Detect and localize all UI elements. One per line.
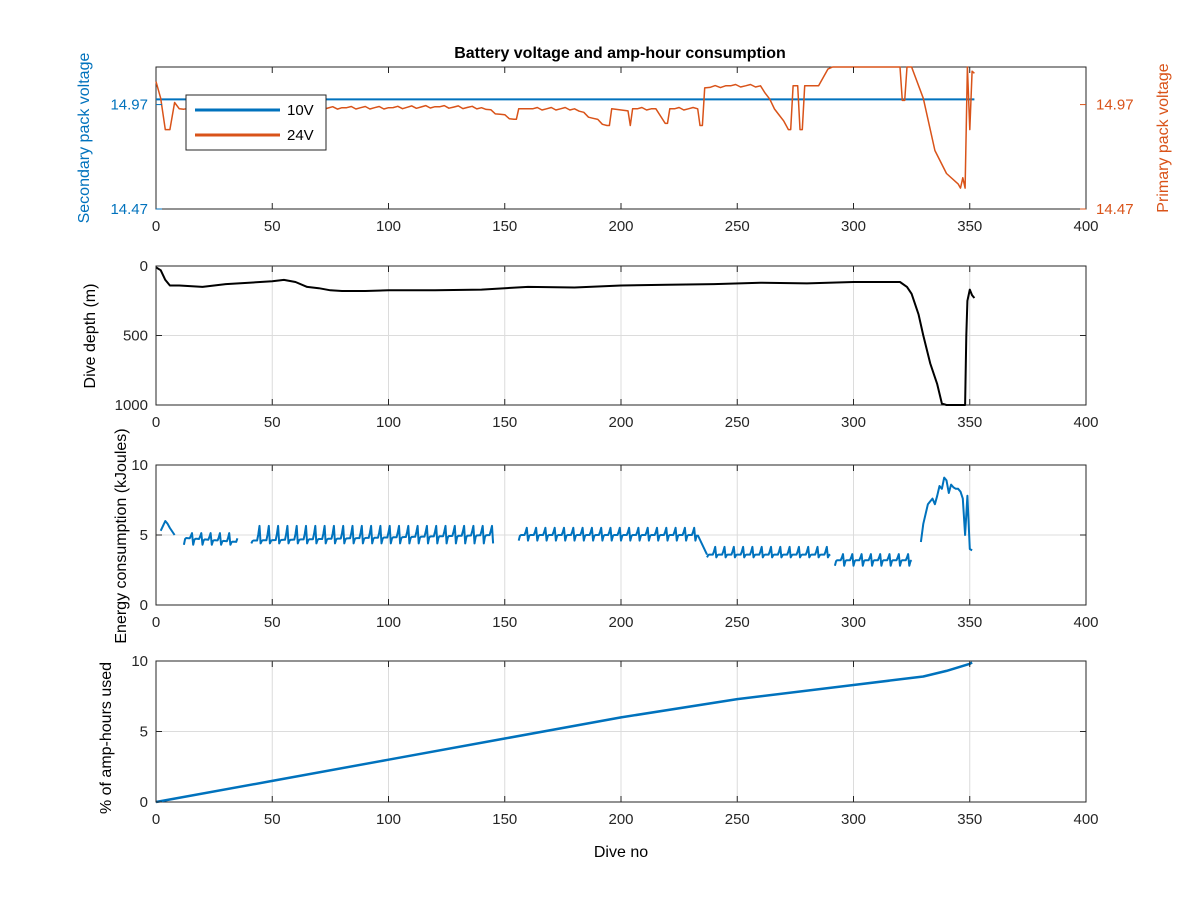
x-tick-label: 200 [608,614,633,631]
y-tick-label: 14.47 [1096,201,1134,218]
chart-title: Battery voltage and amp-hour consumption [454,45,786,62]
x-tick-label: 100 [376,614,401,631]
x-tick-label: 150 [492,811,517,828]
plot-amphours: 0 50 100 150 200 250 300 350 400 0 5 10 % of amp-h… [98,653,1099,861]
y-tick-label: 500 [123,328,148,345]
x-tick-label: 200 [608,218,633,235]
x-tick-label: 50 [264,218,281,235]
x-tick-label: 0 [152,218,160,235]
x-tick-label: 250 [725,218,750,235]
y-tick-label: 10 [131,653,148,670]
x-tick-label: 400 [1073,414,1098,431]
plot-energy: 0 50 100 150 200 250 300 350 400 0 5 10 Energy con… [113,428,1099,643]
ylabel-depth: Dive depth (m) [82,284,99,389]
x-tick-label: 300 [841,811,866,828]
plot-depth-grid [156,266,1086,405]
plot-amphours-yticks: 0 5 10 [131,653,1086,811]
x-tick-label: 250 [725,414,750,431]
legend: 10V 24V [185,94,327,151]
y-tick-label: 14.97 [1096,97,1134,114]
x-tick-label: 150 [492,218,517,235]
x-tick-label: 300 [841,414,866,431]
ylabel-amphours: % of amp-hours used [98,662,115,814]
x-tick-label: 150 [492,614,517,631]
x-tick-label: 350 [957,614,982,631]
x-tick-label: 250 [725,614,750,631]
legend-label-24v: 24V [287,127,314,144]
plot-depth-yticks: 0 500 1000 [115,258,1086,414]
legend-box [185,94,327,151]
x-tick-label: 50 [264,811,281,828]
x-tick-label: 300 [841,614,866,631]
series-segment-energy [159,520,176,536]
series-segment-energy [517,526,699,542]
ylabel-secondary-voltage: Secondary pack voltage [76,53,93,224]
series-line-amphours [155,661,973,804]
y-tick-label: 0 [140,794,148,811]
series-segment-energy [250,524,495,545]
x-tick-label: 300 [841,218,866,235]
y-tick-label: 5 [140,527,148,544]
x-tick-label: 100 [376,414,401,431]
series-segment-energy [696,534,708,556]
xlabel-dive-no: Dive no [594,844,648,861]
series-segment-energy [182,532,239,546]
y-tick-label: 14.47 [110,201,148,218]
plot-amphours-xticks: 0 50 100 150 200 250 300 350 400 [152,661,1099,828]
x-tick-label: 350 [957,414,982,431]
series-segment-energy [919,476,973,552]
x-tick-label: 50 [264,614,281,631]
series-segment-energy [706,545,831,559]
x-tick-label: 0 [152,614,160,631]
x-tick-label: 350 [957,811,982,828]
x-tick-label: 50 [264,414,281,431]
plot-amphours-series [155,661,973,804]
plot-energy-series [159,476,973,567]
x-tick-label: 200 [608,811,633,828]
series-line-depth [155,266,976,406]
x-tick-label: 400 [1073,614,1098,631]
plot-depth: 0 50 100 150 200 250 300 350 400 0 500 1000 Dive d… [82,258,1099,431]
x-tick-label: 250 [725,811,750,828]
legend-label-10v: 10V [287,102,314,119]
x-tick-label: 150 [492,414,517,431]
plot-depth-series [155,266,976,406]
series-segment-energy [833,553,913,567]
x-tick-label: 200 [608,414,633,431]
x-tick-label: 0 [152,811,160,828]
plot-energy-yticks: 0 5 10 [131,457,1086,614]
x-tick-label: 400 [1073,811,1098,828]
x-tick-label: 0 [152,414,160,431]
x-tick-label: 100 [376,218,401,235]
plot-voltage: 0 50 100 150 200 250 300 350 400 14.47 14.97 14.4… [76,53,1172,235]
plot-depth-xticks: 0 50 100 150 200 250 300 350 400 [152,266,1099,431]
y-tick-label: 14.97 [110,97,148,114]
y-tick-label: 0 [140,597,148,614]
y-tick-label: 10 [131,457,148,474]
plot-energy-xticks: 0 50 100 150 200 250 300 350 400 [152,465,1099,631]
y-tick-label: 1000 [115,397,148,414]
plot-voltage-xticks: 0 50 100 150 200 250 300 350 400 [152,67,1099,235]
plot-voltage-yticks-right: 14.47 14.97 [1080,97,1134,218]
plot-voltage-yticks-left: 14.47 14.97 [110,97,162,218]
y-tick-label: 5 [140,724,148,741]
ylabel-primary-voltage: Primary pack voltage [1155,63,1172,212]
x-tick-label: 350 [957,218,982,235]
y-tick-label: 0 [140,258,148,275]
x-tick-label: 100 [376,811,401,828]
ylabel-energy: Energy consumption (kJoules) [113,428,130,643]
x-tick-label: 400 [1073,218,1098,235]
